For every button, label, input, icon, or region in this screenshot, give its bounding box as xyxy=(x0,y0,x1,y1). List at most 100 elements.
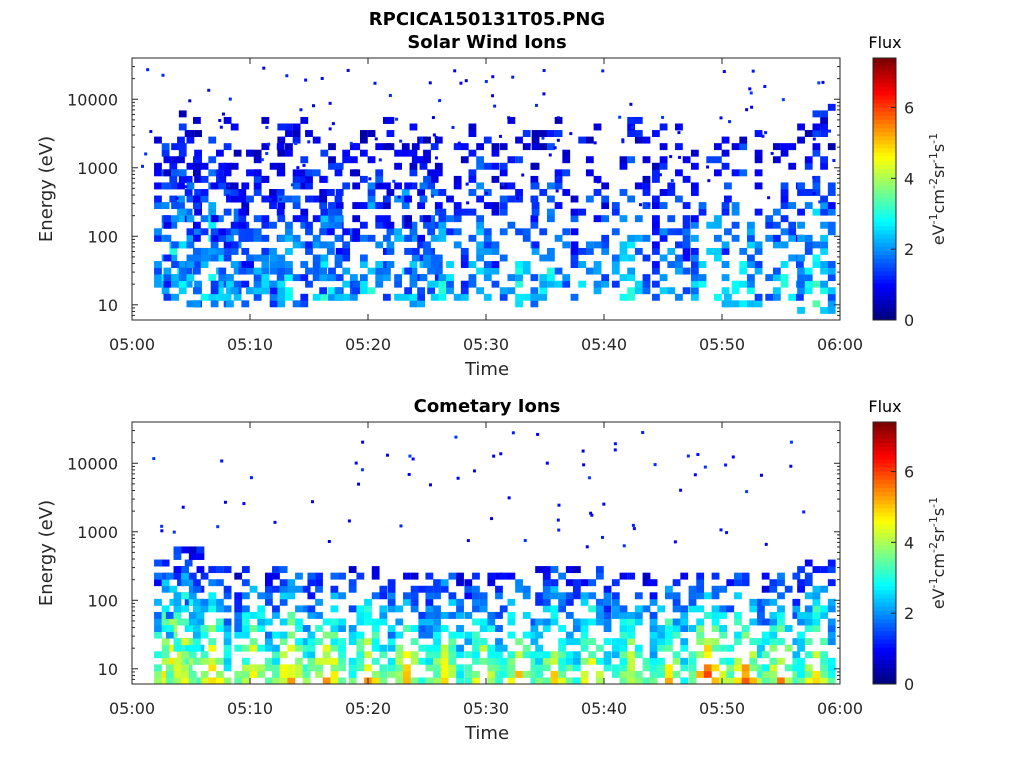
heatmap-cell xyxy=(352,228,361,236)
heatmap-cell xyxy=(312,267,321,275)
heatmap-cell xyxy=(675,143,683,151)
heatmap-cell xyxy=(322,618,331,626)
heatmap-cell xyxy=(638,203,642,207)
heatmap-cell xyxy=(448,611,457,619)
heatmap-cell xyxy=(734,572,742,580)
heatmap-cell xyxy=(667,182,676,190)
heatmap-cell xyxy=(178,110,187,118)
heatmap-cell xyxy=(279,651,288,659)
heatmap-cell xyxy=(491,241,500,249)
heatmap-cell xyxy=(688,605,697,613)
heatmap-cell xyxy=(611,208,620,216)
heatmap-cell xyxy=(706,156,715,164)
heatmap-cell xyxy=(530,657,539,665)
heatmap-cell xyxy=(677,155,681,159)
heatmap-cell xyxy=(272,585,280,593)
heatmap-cell xyxy=(253,228,262,236)
heatmap-cell xyxy=(499,287,508,295)
heatmap-cell xyxy=(433,579,441,587)
heatmap-cell xyxy=(387,644,396,652)
heatmap-cell xyxy=(194,208,202,216)
heatmap-cell xyxy=(530,664,539,672)
heatmap-cell xyxy=(440,585,449,593)
heatmap-cell xyxy=(319,287,328,295)
heatmap-cell xyxy=(200,605,209,613)
heatmap-cell xyxy=(223,651,232,659)
colorbar-step xyxy=(873,454,896,460)
heatmap-cell xyxy=(515,267,523,275)
heatmap-cell xyxy=(272,605,280,613)
colorbar-step xyxy=(873,450,896,456)
heatmap-cell xyxy=(161,559,170,567)
heatmap-cell xyxy=(177,182,185,190)
y-tick-label: 1000 xyxy=(77,523,118,542)
heatmap-cell xyxy=(233,215,242,223)
colorbar-step xyxy=(873,58,896,63)
heatmap-cell xyxy=(193,638,201,646)
heatmap-cell xyxy=(792,611,801,619)
heatmap-cell xyxy=(804,280,813,288)
heatmap-cell xyxy=(223,592,232,600)
heatmap-cell xyxy=(696,670,705,678)
heatmap-cell xyxy=(453,202,462,210)
heatmap-cell xyxy=(181,546,189,554)
heatmap-cell xyxy=(547,280,555,288)
heatmap-cell xyxy=(216,598,224,606)
heatmap-cell xyxy=(269,254,278,262)
heatmap-cell xyxy=(739,261,748,268)
heatmap-cell xyxy=(601,234,610,242)
heatmap-cell xyxy=(476,247,484,255)
heatmap-cell xyxy=(409,221,418,229)
heatmap-cell xyxy=(542,598,551,606)
heatmap-cell xyxy=(652,221,660,229)
heatmap-cell xyxy=(593,267,602,275)
heatmap-cell xyxy=(677,131,681,135)
heatmap-cell xyxy=(642,189,651,196)
heatmap-cell xyxy=(410,677,419,685)
heatmap-cell xyxy=(515,293,523,301)
heatmap-cell xyxy=(173,566,182,574)
heatmap-cell xyxy=(184,189,193,196)
heatmap-cell xyxy=(223,638,232,646)
heatmap-cell xyxy=(409,293,418,301)
heatmap-cell xyxy=(342,149,351,157)
heatmap-cell xyxy=(812,123,821,131)
heatmap-cell xyxy=(634,215,643,223)
heatmap-cell xyxy=(249,644,258,652)
heatmap-cell xyxy=(812,175,821,183)
heatmap-cell xyxy=(665,670,673,678)
heatmap-cell xyxy=(675,267,683,275)
heatmap-cell xyxy=(171,215,179,223)
heatmap-cell xyxy=(433,618,441,626)
heatmap-cell xyxy=(446,287,454,295)
heatmap-cell xyxy=(453,182,462,190)
heatmap-cell xyxy=(338,677,346,685)
colorbar-step xyxy=(873,487,896,493)
heatmap-cell xyxy=(257,664,266,672)
heatmap-cell xyxy=(334,254,343,262)
heatmap-cell xyxy=(277,136,286,144)
heatmap-cell xyxy=(682,247,691,255)
heatmap-cell xyxy=(264,572,273,580)
heatmap-cell xyxy=(392,179,396,183)
heatmap-cell xyxy=(507,664,516,672)
heatmap-cell xyxy=(335,189,344,196)
heatmap-cell xyxy=(696,579,705,587)
heatmap-cell xyxy=(682,156,691,164)
heatmap-cell xyxy=(724,300,732,308)
heatmap-cell xyxy=(295,670,303,678)
heatmap-cell xyxy=(440,644,449,652)
heatmap-cell xyxy=(261,247,270,255)
heatmap-cell xyxy=(302,585,311,593)
heatmap-cell xyxy=(659,202,668,210)
colorbar-step xyxy=(873,548,896,554)
colorbar-step xyxy=(873,135,896,141)
heatmap-cell xyxy=(312,234,321,242)
x-tick-label: 05:40 xyxy=(581,699,627,718)
heatmap-cell xyxy=(287,677,296,685)
heatmap-cell xyxy=(216,254,224,262)
heatmap-cell xyxy=(177,136,185,144)
heatmap-cell xyxy=(292,175,301,183)
heatmap-cell xyxy=(652,241,660,249)
heatmap-cell xyxy=(375,215,384,223)
